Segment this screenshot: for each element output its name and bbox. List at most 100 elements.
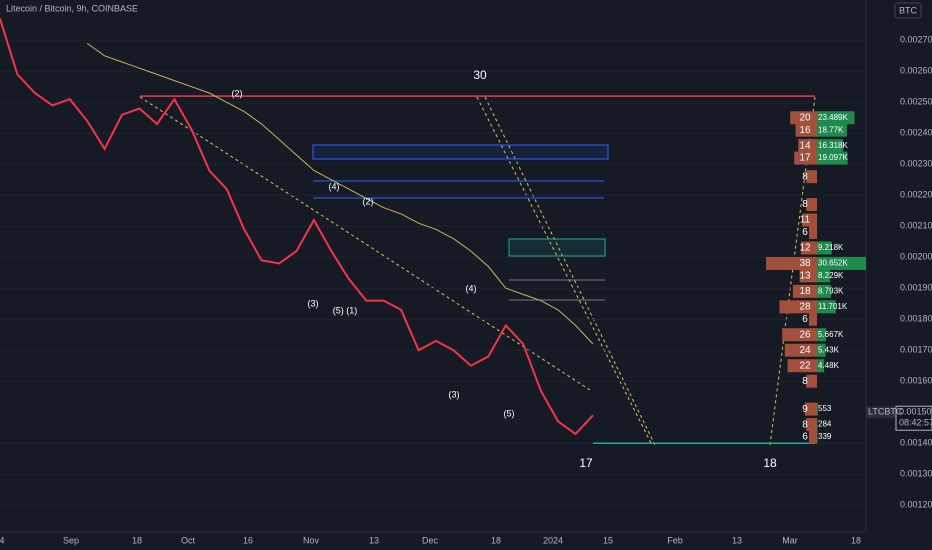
profile-count-bar [784, 343, 817, 357]
profile-count-bar [808, 430, 817, 444]
profile-count-bar [806, 418, 817, 432]
profile-volume-label: 23.489K [818, 113, 848, 122]
annotation: (2) [232, 88, 243, 98]
profile-count-bar [808, 225, 817, 239]
profile-count-bar [792, 284, 817, 298]
x-tick-label: 13 [732, 535, 742, 545]
profile-count-label: 14 [799, 140, 811, 151]
profile-volume-label: 9.218K [818, 243, 844, 252]
profile-count-bar [782, 328, 817, 342]
profile-count-label: 6 [802, 314, 808, 325]
annotation: (5) (1) [333, 305, 358, 315]
x-tick-label: Feb [667, 535, 683, 545]
currency-button[interactable] [894, 2, 922, 19]
profile-volume-bar [817, 269, 831, 283]
profile-volume-bar [817, 328, 827, 342]
profile-volume-label: 8.793K [818, 286, 844, 295]
annotation: (3) [308, 298, 319, 308]
profile-count-label: 18 [799, 286, 811, 297]
x-tick-label: Dec [422, 535, 439, 545]
annotation: (3) [449, 389, 460, 399]
profile-count-label: 22 [799, 360, 811, 371]
chart-title: Litecoin / Bitcoin, 9h, COINBASE [6, 3, 138, 13]
countdown: 08:42:57 [899, 418, 932, 428]
price-axis-bg [866, 0, 932, 550]
annotation: (4) [329, 181, 340, 191]
profile-count-bar [804, 402, 817, 416]
profile-count-bar [799, 269, 817, 283]
profile-volume-bar [817, 300, 836, 314]
x-tick-label: Mar [782, 535, 798, 545]
profile-count-bar [787, 359, 817, 373]
x-tick-label: 4 [0, 535, 5, 545]
x-tick-label: 18 [851, 535, 861, 545]
profile-count-bar [802, 213, 817, 227]
profile-count-label: 8 [802, 376, 808, 387]
profile-count-bar [766, 256, 817, 270]
profile-count-bar [779, 300, 817, 314]
profile-count-bar [806, 170, 817, 184]
profile-volume-label: 30.652K [818, 259, 848, 268]
x-tick-label: Sep [63, 535, 79, 545]
trend-lines [139, 96, 816, 446]
profile-count-label: 28 [799, 301, 811, 312]
profile-count-label: 6 [802, 227, 808, 238]
profile-count-label: 17 [799, 153, 811, 164]
profile-volume-bar [817, 123, 848, 137]
symbol-box [866, 406, 895, 419]
profile-volume-label: 5.667K [818, 330, 844, 339]
annotation: (4) [466, 283, 477, 293]
y-tick-label: 0.002700 [900, 35, 932, 45]
profile-count-label: 24 [799, 345, 811, 356]
profile-volume-bar [817, 241, 832, 255]
profile-count-label: 6 [802, 432, 808, 443]
profile-count-label: 20 [799, 112, 811, 123]
profile-count-bar [806, 374, 817, 388]
symbol-label: LTCBTC [868, 407, 903, 417]
profile-volume-label: 19.097K [818, 153, 848, 162]
profile-volume-bar [817, 111, 855, 125]
x-tick-label: 18 [132, 535, 142, 545]
profile-volume-bar [817, 139, 844, 153]
price-line [0, 18, 594, 436]
profile-volume-label: 284 [818, 420, 832, 429]
profile-count-bar [794, 151, 817, 165]
profile-volume-label: 4.48K [818, 361, 840, 370]
profile-volume-bar [817, 430, 818, 444]
profile-volume-bar [817, 343, 826, 357]
x-tick-label: 13 [369, 535, 379, 545]
profile-volume-bar [817, 284, 832, 298]
profile-volume-label: 18.77K [818, 125, 844, 134]
annotation: 18 [763, 456, 777, 470]
profile-count-label: 16 [799, 125, 811, 136]
x-tick-label: 16 [243, 535, 253, 545]
annotation: (2) [363, 196, 374, 206]
profile-volume-label: 5.43K [818, 345, 840, 354]
x-tick-label: 2024 [543, 535, 563, 545]
profile-volume-bar [817, 402, 818, 416]
profile-count-label: 8 [802, 419, 808, 430]
profile-count-label: 26 [799, 329, 811, 340]
profile-volume-label: 16.318K [818, 141, 848, 150]
profile-volume-bar [817, 151, 848, 165]
profile-count-label: 9 [802, 404, 808, 415]
profile-count-bar [798, 139, 817, 153]
x-tick-label: 15 [603, 535, 613, 545]
profile-volume-label: 553 [818, 404, 832, 413]
profile-volume-bar [817, 256, 866, 270]
profile-count-label: 12 [799, 243, 811, 254]
